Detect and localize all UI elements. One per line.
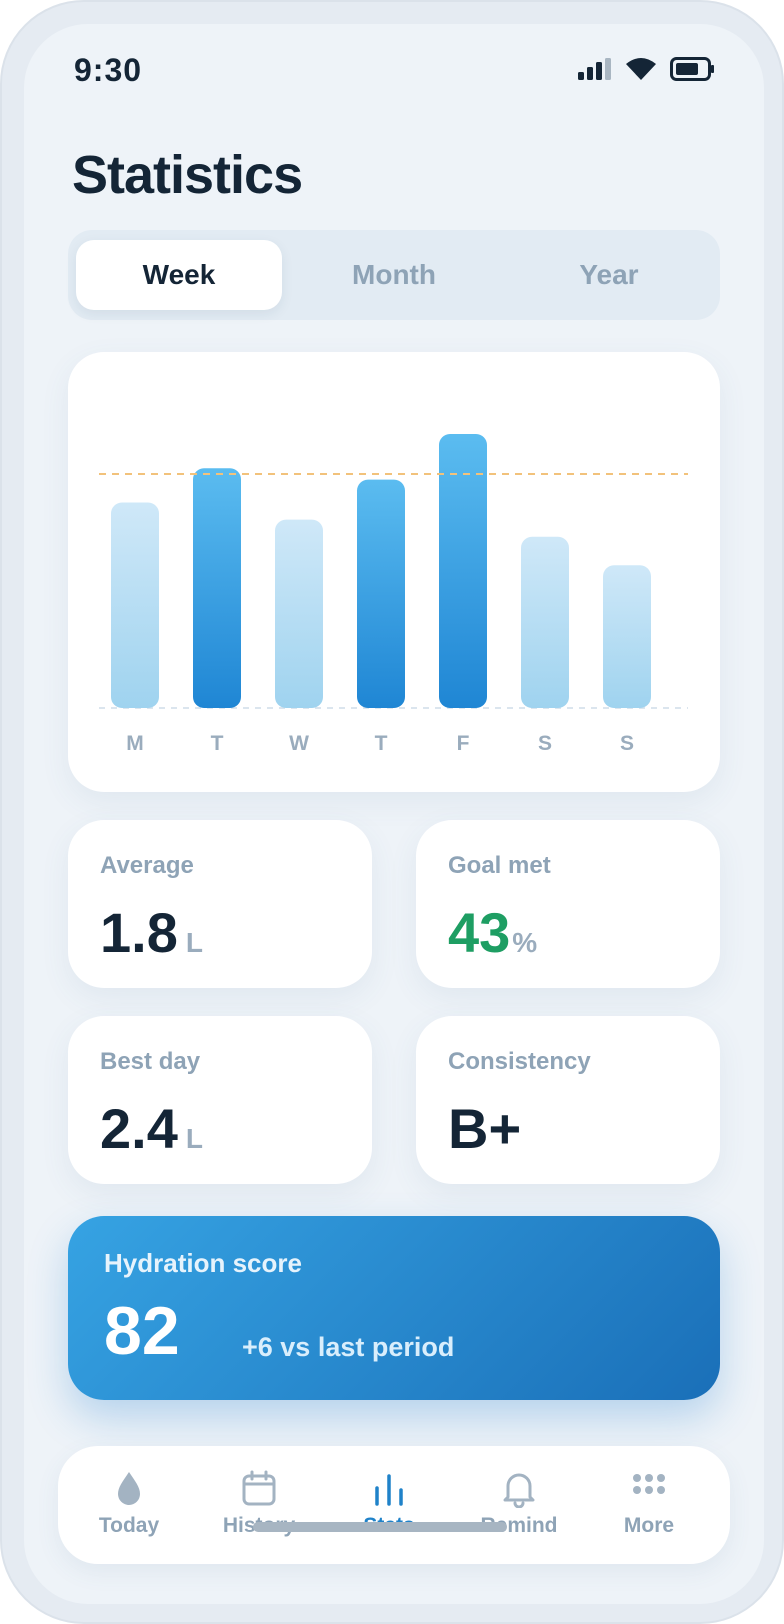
chart-bar-3[interactable] <box>275 519 323 708</box>
chart-bar-6[interactable] <box>521 536 569 708</box>
consistency-card: Consistency B+ <box>416 1016 720 1184</box>
best-day-unit: L <box>185 1123 203 1154</box>
bar-chart-icon <box>375 1474 403 1506</box>
calendar-icon <box>242 1470 276 1506</box>
battery-icon <box>670 57 714 81</box>
wifi-icon <box>626 58 656 80</box>
tab-today[interactable]: Today <box>64 1446 194 1564</box>
period-segmented-control: Week Month Year <box>68 230 720 320</box>
consistency-label: Consistency <box>448 1048 591 1075</box>
tab-today-label: Today <box>98 1514 160 1537</box>
drop-icon <box>118 1472 140 1505</box>
screen: 9:30 Statistics Week <box>24 24 764 1604</box>
average-label: Average <box>100 852 194 879</box>
chart-bar-7[interactable] <box>603 565 651 708</box>
bottom-tab-bar: Today History Stats <box>58 1446 730 1564</box>
signal-icon <box>578 58 611 80</box>
chart-x-label-6: S <box>538 732 552 755</box>
chart-bar-1[interactable] <box>111 502 159 709</box>
best-day-value-row: 2.4 L <box>100 1096 203 1161</box>
consistency-value: B+ <box>448 1097 522 1160</box>
tab-year[interactable]: Year <box>579 259 639 290</box>
best-day-value: 2.4 <box>100 1097 178 1160</box>
goal-met-value-row: 43% <box>448 900 537 965</box>
tab-more-label: More <box>623 1514 675 1537</box>
goal-met-unit: % <box>512 927 538 958</box>
hydration-score-card[interactable]: Hydration score 82 +6 vs last period <box>68 1216 720 1400</box>
hydration-score-delta: +6 vs last period <box>242 1332 455 1362</box>
goal-met-value: 43 <box>448 901 511 964</box>
chart-bar-2[interactable] <box>193 468 241 708</box>
tab-remind[interactable]: Remind <box>454 1446 584 1564</box>
tab-stats[interactable]: Stats <box>324 1446 454 1564</box>
dots-grid-icon <box>633 1474 665 1494</box>
average-value-row: 1.8 L <box>100 900 203 965</box>
bell-icon <box>503 1473 535 1508</box>
average-unit: L <box>185 927 203 958</box>
best-day-label: Best day <box>100 1048 201 1075</box>
home-indicator <box>253 1522 507 1532</box>
goal-met-label: Goal met <box>448 852 551 879</box>
chart-x-label-5: F <box>457 732 470 755</box>
chart-x-label-2: T <box>211 732 224 755</box>
tab-history[interactable]: History <box>194 1446 324 1564</box>
goal-met-card: Goal met 43% <box>416 820 720 988</box>
average-card: Average 1.8 L <box>68 820 372 988</box>
status-icons <box>578 56 714 82</box>
hydration-score-value: 82 <box>104 1293 180 1369</box>
tab-more[interactable]: More <box>584 1446 714 1564</box>
tab-week[interactable]: Week <box>76 240 282 310</box>
chart-bar-5[interactable] <box>439 434 487 708</box>
chart-x-label-1: M <box>126 732 144 755</box>
chart-x-label-3: W <box>289 732 309 755</box>
average-value: 1.8 <box>100 901 178 964</box>
chart-x-label-4: T <box>375 732 388 755</box>
status-bar: 9:30 <box>24 24 764 114</box>
chart-bar-4[interactable] <box>357 479 405 708</box>
hydration-score-label: Hydration score <box>104 1248 302 1278</box>
chart-x-label-7: S <box>620 732 634 755</box>
best-day-card: Best day 2.4 L <box>68 1016 372 1184</box>
status-time: 9:30 <box>74 52 143 88</box>
page-title: Statistics <box>72 145 303 205</box>
tab-month[interactable]: Month <box>352 259 436 290</box>
